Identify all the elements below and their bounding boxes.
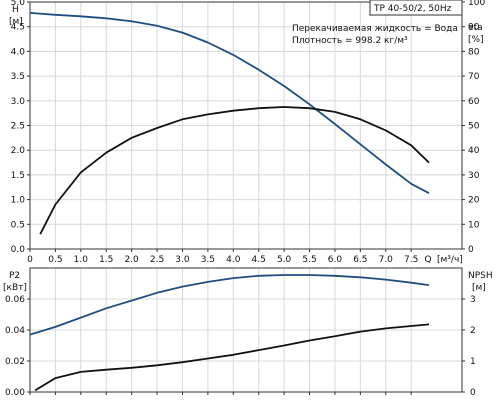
y-right-tick-label: 20 (468, 196, 480, 206)
y-left-tick-label: 0.5 (11, 220, 25, 230)
y-left-unit: [м] (9, 17, 23, 27)
x-tick-label: 4.5 (252, 255, 266, 265)
y-right-tick-label: 30 (468, 171, 480, 181)
y-left-title: H (12, 5, 19, 15)
x-axis-title-q: Q (424, 255, 431, 265)
x-axis-unit: [м³/ч] (437, 255, 463, 265)
y-right-tick-label: 10 (468, 220, 480, 230)
x-tick-label: 6.5 (353, 255, 367, 265)
density-note: Плотность = 998.2 кг/м³ (292, 36, 408, 46)
y-right-title: eta (468, 23, 483, 33)
y-right-tick-label: 40 (468, 146, 480, 156)
y-left-tick-label: 1.5 (11, 171, 25, 181)
y-right-tick-label: 50 (468, 122, 480, 132)
p2-unit: [кВт] (3, 283, 27, 293)
x-tick-label: 5.0 (277, 255, 292, 265)
y-right-tick-label: 60 (468, 97, 480, 107)
p2-tick-label: 0.04 (5, 326, 25, 336)
y-right-tick-label: 80 (468, 47, 480, 57)
x-tick-label: 4.0 (226, 255, 241, 265)
p2-tick-label: 0.02 (5, 357, 25, 367)
y-left-tick-label: 2.0 (11, 146, 26, 156)
npsh-title: NPSH (468, 271, 493, 281)
power-curve (29, 274, 430, 336)
npsh-unit: [м] (472, 283, 486, 293)
x-tick-label: 3.0 (175, 255, 190, 265)
y-left-tick-label: 4.5 (11, 23, 25, 33)
pump-label: TP 40-50/2, 50Hz (373, 4, 452, 14)
p2-tick-label: 0.00 (5, 388, 25, 398)
npsh-tick-label: 1 (470, 357, 476, 367)
y-right-tick-label: 100 (468, 0, 485, 8)
npsh-tick-label: 0 (470, 388, 476, 398)
power-npsh-panel: 0.00 0.02 0.04 0.06 0 1 2 3 P2 [кВт] NPSH [м] (3, 267, 493, 398)
x-tick-label: 5.5 (302, 255, 316, 265)
y-left-tick-label: 0.0 (11, 245, 26, 255)
efficiency-curve (39, 106, 430, 235)
x-tick-label: 6.0 (328, 255, 343, 265)
y-right-tick-label: 0 (468, 245, 474, 255)
y-left-tick-label: 1.0 (11, 196, 26, 206)
head-efficiency-panel: 0.0 0.5 1.0 1.5 2.0 2.5 3.0 3.5 4.0 4.5 5.0 0 10 20 30… (9, 0, 485, 265)
x-tick-label: 7.5 (404, 255, 418, 265)
header-box: TP 40-50/2, 50Hz (369, 0, 463, 16)
x-tick-label: 1.0 (74, 255, 89, 265)
y-left-tick-label: 3.5 (11, 72, 25, 82)
x-tick-label: 2.0 (124, 255, 139, 265)
y-left-tick-label: 4.0 (11, 47, 26, 57)
y-left-tick-label: 2.5 (11, 122, 25, 132)
y-left-tick-label: 3.0 (11, 97, 26, 107)
y-right-tick-label: 90 (468, 23, 480, 33)
head-curve (29, 12, 430, 194)
npsh-tick-label: 2 (470, 326, 476, 336)
x-tick-label: 3.5 (201, 255, 215, 265)
npsh-curve (34, 323, 430, 392)
y-right-tick-label: 70 (468, 72, 480, 82)
y-left-tick-label: 5.0 (11, 0, 26, 8)
fluid-note: Перекачиваемая жидкость = Вода (292, 24, 458, 34)
p2-title: P2 (9, 271, 20, 281)
x-tick-label: 7.0 (379, 255, 394, 265)
x-tick-label: 2.5 (150, 255, 164, 265)
pump-label-box (369, 0, 463, 16)
npsh-tick-label: 3 (470, 295, 476, 305)
p2-tick-label: 0.06 (5, 295, 25, 305)
x-tick-label: 0.5 (48, 255, 62, 265)
x-tick-label: 1.5 (99, 255, 113, 265)
x-tick-label: 0 (27, 255, 33, 265)
y-right-unit: [%] (468, 35, 484, 45)
